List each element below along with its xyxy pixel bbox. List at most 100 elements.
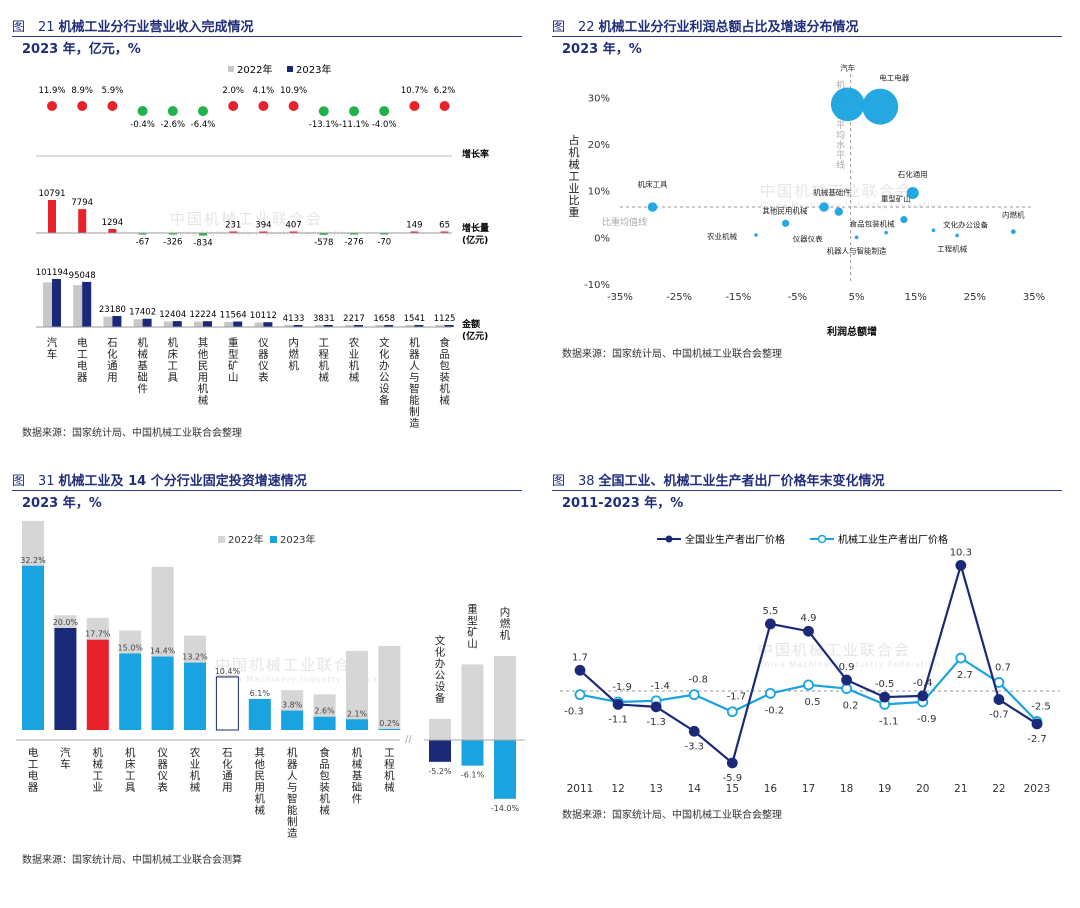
category-label-char: 工 [168, 360, 179, 372]
chart-panel-profit: 图 22 机械工业分行业利润总额占比及增速分布情况 2023 年，% 中国机械工业… [540, 0, 1080, 454]
data-source: 数据来源：国家统计局、中国机械工业联合会整理 [562, 349, 782, 360]
value-bar-2023 [203, 321, 212, 327]
x-tick-label: 12 [611, 783, 624, 795]
category-label-char: 工 [319, 337, 330, 349]
category-label-char: 文 [435, 634, 446, 647]
category-label-char: 机 [319, 359, 330, 372]
category-label-char: 品 [439, 349, 450, 361]
value-label: 95048 [69, 271, 96, 281]
label-machinery: -0.3 [564, 707, 584, 718]
label-national: 4.9 [801, 613, 817, 624]
invest-bar-2023 [378, 728, 401, 730]
category-label-char: 械 [190, 781, 201, 794]
category-label-char: 重 [467, 602, 478, 615]
category-label-char: 具 [168, 372, 179, 384]
category-label-char: 业 [190, 759, 201, 771]
legend-label-2023: 2023年 [280, 533, 315, 546]
invest-value-label: 15.0% [117, 644, 143, 653]
growth-rate-dot [167, 106, 178, 117]
point-label: 重型矿山 [881, 194, 911, 204]
point-label: 石化通用 [898, 169, 928, 179]
category-label-char: 化 [379, 348, 390, 361]
category-label-char: 民 [255, 770, 266, 782]
category-label-char: 办 [435, 657, 446, 670]
category-label-char: 仪 [258, 337, 269, 349]
invest-bar-2022 [461, 664, 484, 740]
growth-rate-dot [77, 101, 88, 111]
value-bar-2023 [414, 325, 424, 327]
value-bar-2023 [354, 325, 363, 327]
growth-rate-label: -4.0% [372, 120, 397, 130]
invest-value-label: 14.4% [150, 647, 176, 656]
category-label-char: 机 [384, 769, 395, 782]
category-label-char: 用 [198, 372, 209, 384]
y-axis-label-char: 工 [569, 170, 580, 183]
growth-amount-label: 231 [225, 221, 241, 231]
invest-value-label: 20.0% [53, 618, 79, 627]
axis-break: // [405, 734, 412, 745]
invest-bar-2023 [494, 740, 516, 799]
ref-x-label-char: 线 [836, 159, 845, 171]
invest-value-label: 10.4% [215, 667, 241, 676]
point-national [993, 694, 1005, 705]
value-bar-2022 [103, 316, 113, 327]
category-label-char: 石 [107, 337, 118, 349]
x-tick-label: -15% [725, 292, 751, 303]
category-label-char: 器 [157, 759, 168, 771]
invest-bar-2023 [346, 719, 368, 730]
growth-amount-label: 65 [439, 221, 450, 231]
y-axis-label-char: 机 [569, 145, 580, 159]
value-label: 2217 [343, 314, 365, 324]
category-label-char: 电 [28, 769, 39, 782]
category-label-char: 化 [107, 348, 118, 361]
category-label-char: 包 [439, 359, 450, 372]
x-tick-label: 21 [954, 783, 967, 795]
value-bar-2023 [444, 325, 454, 327]
growth-amount-bar [350, 233, 358, 235]
category-label-char: 用 [255, 782, 266, 794]
scatter-point [955, 233, 959, 238]
invest-value-label: 2.1% [347, 709, 368, 718]
growth-amount-label: -70 [377, 238, 391, 248]
figure-number: 图 38 [552, 474, 595, 489]
label-national: -5.9 [723, 773, 743, 784]
value-bar-2023 [142, 318, 152, 327]
watermark-cn: 中国机械工业联合会 [760, 182, 914, 200]
value-bar-2023 [82, 281, 92, 327]
value-bar-2023 [293, 325, 303, 327]
x-tick-label: 2023 [1024, 783, 1051, 795]
category-label-char: 机 [288, 359, 299, 372]
growth-amount-bar [440, 231, 449, 233]
label-machinery: -1.4 [650, 681, 670, 692]
investment-chart: 2022年 2023年32.2%电工电器20.0%汽车17.7%机械工业15.0%… [16, 520, 525, 840]
chart-panel-investment: 图 31 机械工业及 14 个分行业固定投资增速情况 2023 年，% 中国机械工… [0, 454, 540, 908]
point-national [917, 690, 929, 702]
legend-swatch-2022 [228, 66, 234, 72]
category-label-char: 包 [319, 769, 330, 782]
invest-bar-2023 [119, 653, 142, 730]
growth-rate-label: 10.9% [280, 86, 307, 96]
invest-bar-2023 [313, 716, 336, 730]
category-label-char: 器 [77, 372, 88, 384]
category-label-char: 机 [125, 746, 136, 759]
category-label-char: 机 [190, 769, 201, 782]
point-label: 食品包装机械 [850, 219, 895, 229]
invest-bar-2023 [86, 639, 109, 730]
watermark-cn: 中国机械工业联合会 [215, 656, 369, 674]
value-bar-2022 [163, 321, 173, 327]
point-national [803, 625, 814, 637]
category-label-char: 机 [137, 336, 148, 349]
point-label: 农业机械 [707, 231, 737, 241]
y-axis-label-char: 业 [569, 182, 580, 195]
growth-amount-bar [199, 233, 207, 236]
legend-marker-national [665, 535, 673, 543]
point-national [841, 674, 852, 686]
panel-title: 图 31 机械工业及 14 个分行业固定投资增速情况 [12, 470, 522, 491]
y-tick-label: 30% [588, 93, 610, 104]
category-label-char: 机 [349, 359, 360, 372]
row-label-amount: 增长量 [462, 222, 489, 234]
category-label-char: 机 [255, 792, 266, 805]
x-tick-label: 5% [849, 292, 865, 303]
growth-amount-bar [319, 233, 328, 235]
growth-rate-dot [288, 101, 299, 111]
